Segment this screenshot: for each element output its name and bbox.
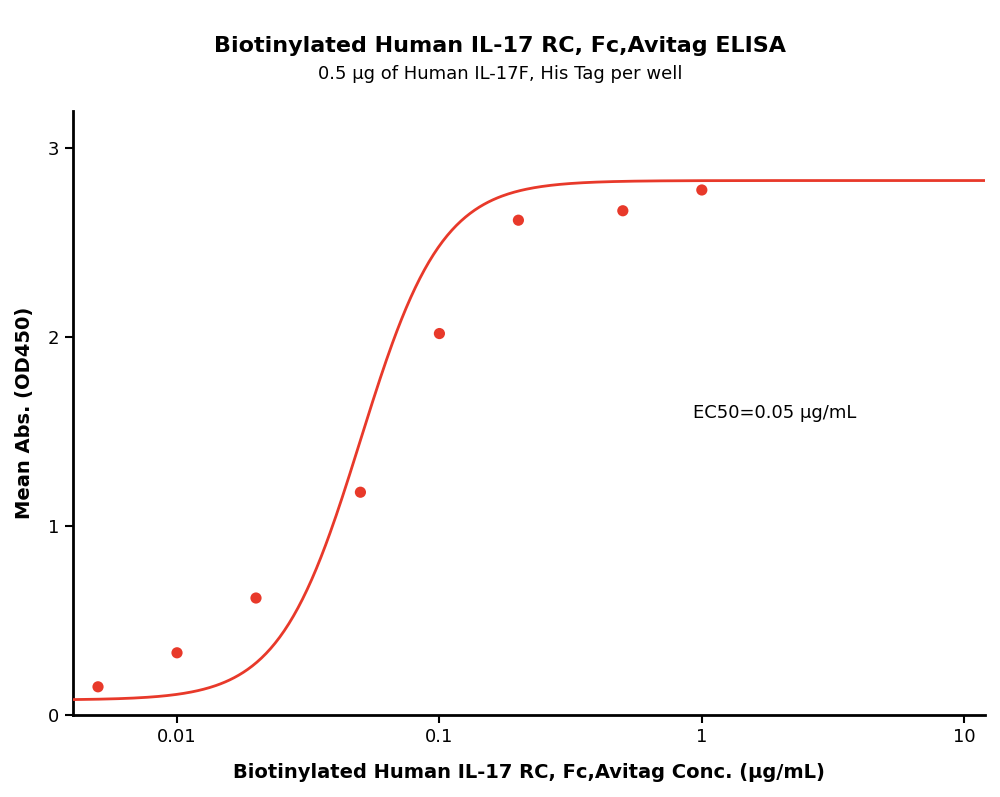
Point <box>352 486 368 499</box>
Text: Biotinylated Human IL-17 RC, Fc,Avitag ELISA: Biotinylated Human IL-17 RC, Fc,Avitag E… <box>214 36 786 56</box>
Point <box>431 328 447 340</box>
Point <box>615 204 631 217</box>
X-axis label: Biotinylated Human IL-17 RC, Fc,Avitag Conc. (μg/mL): Biotinylated Human IL-17 RC, Fc,Avitag C… <box>233 763 825 782</box>
Text: 0.5 μg of Human IL-17F, His Tag per well: 0.5 μg of Human IL-17F, His Tag per well <box>318 65 682 84</box>
Text: EC50=0.05 μg/mL: EC50=0.05 μg/mL <box>693 404 856 422</box>
Point <box>169 646 185 659</box>
Point <box>248 591 264 604</box>
Point <box>694 183 710 196</box>
Point <box>510 214 526 226</box>
Y-axis label: Mean Abs. (OD450): Mean Abs. (OD450) <box>15 307 34 519</box>
Point <box>90 681 106 693</box>
